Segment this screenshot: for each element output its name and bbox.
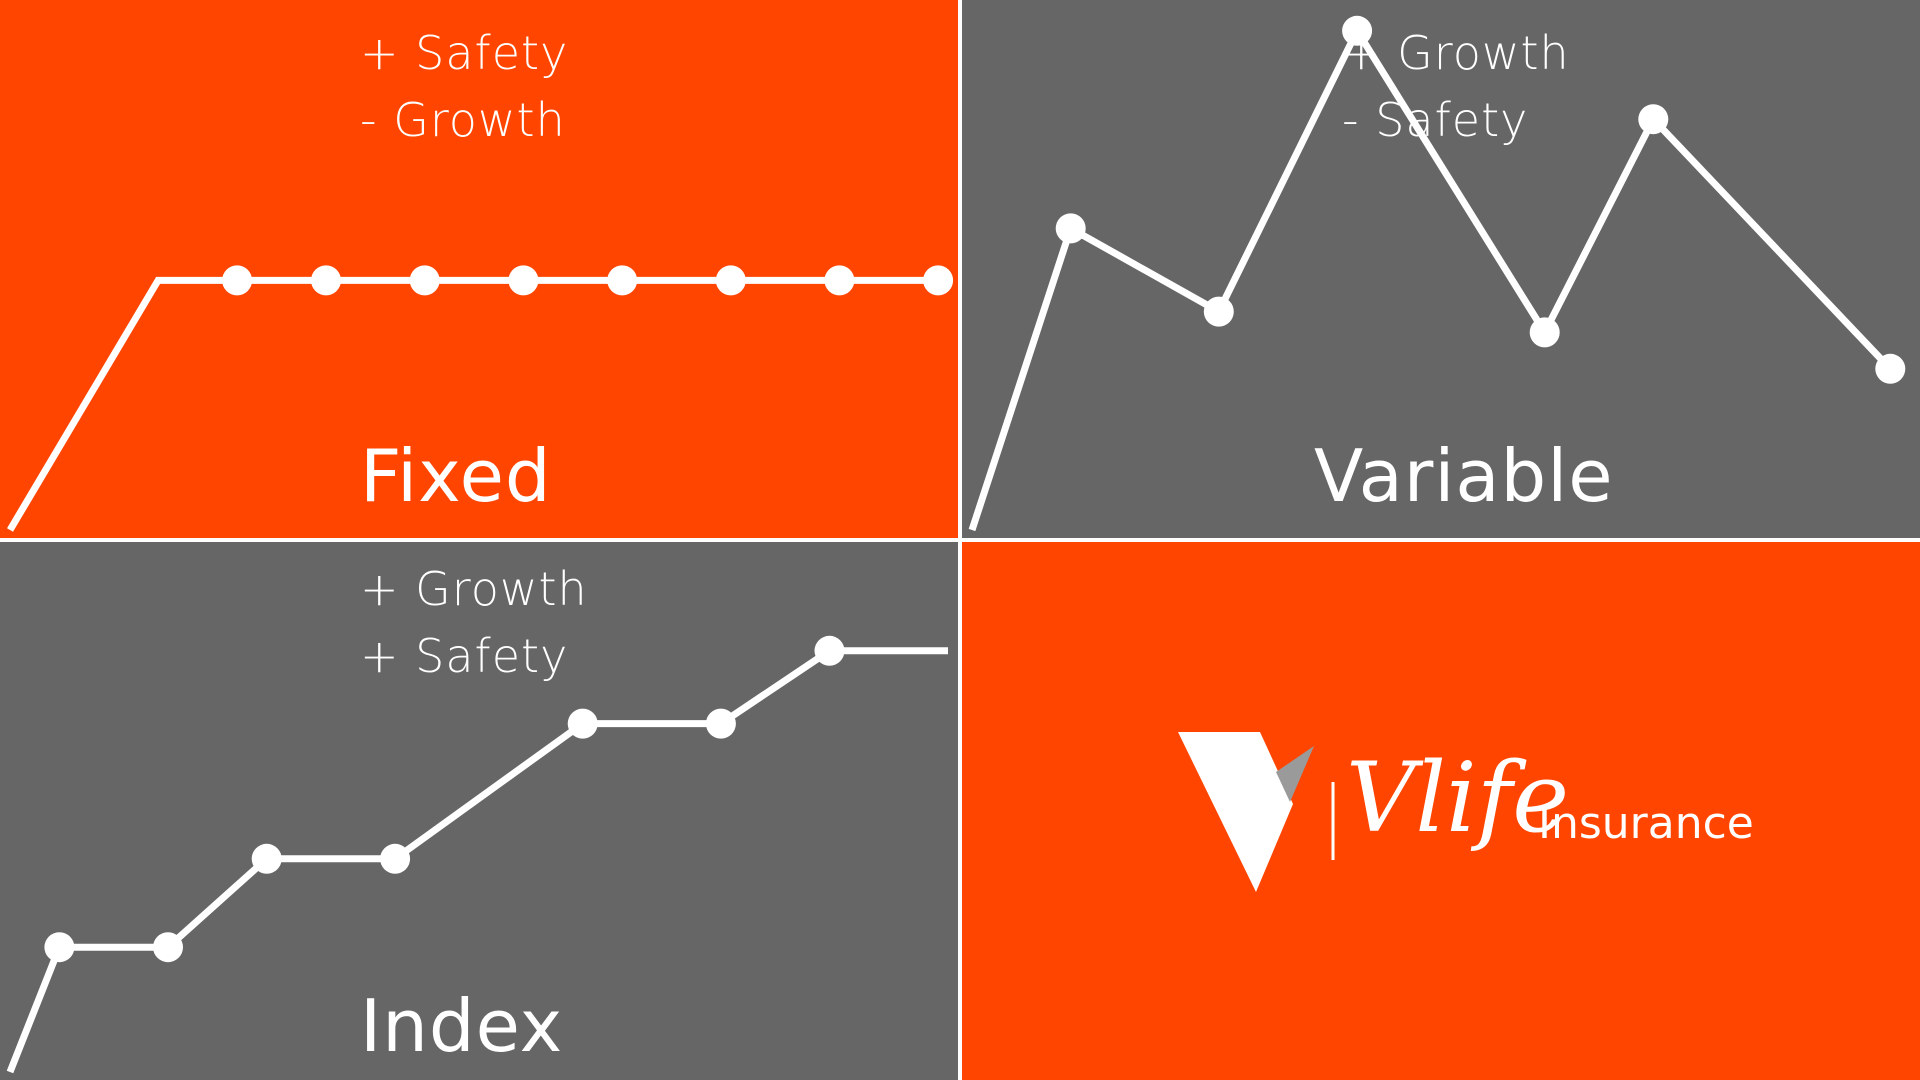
variable-data-point — [1529, 317, 1560, 348]
variable-con: - Safety — [1342, 93, 1529, 147]
fixed-data-point — [409, 265, 440, 296]
index-data-point — [153, 932, 183, 963]
index-data-point — [251, 843, 282, 874]
variable-data-point — [1055, 213, 1086, 244]
variable-data-point — [1638, 104, 1669, 135]
vlife-logo: Vlife Insurance — [1178, 732, 1754, 902]
index-data-point — [814, 635, 845, 666]
chart-index: + Growth + Safety Index — [0, 542, 958, 1080]
v-shield-icon — [1178, 732, 1335, 892]
index-data-point — [380, 843, 411, 874]
variable-data-point — [1203, 296, 1234, 327]
index-pro-growth: + Growth — [360, 562, 588, 616]
fixed-data-point — [715, 265, 746, 296]
brand-panel: Vlife Insurance — [962, 542, 1920, 1080]
logo-insurance-text: Insurance — [1538, 798, 1754, 849]
fixed-pros-cons: + Safety - Growth — [360, 20, 568, 154]
variable-line-chart — [968, 15, 1906, 532]
index-data-point — [44, 932, 75, 963]
chart-variable: + Growth - Safety Variable — [962, 0, 1920, 538]
fixed-data-point — [824, 265, 855, 296]
fixed-series-line — [6, 276, 939, 532]
fixed-data-point — [311, 265, 341, 296]
fixed-con: - Growth — [360, 93, 566, 147]
fixed-data-point — [607, 265, 638, 296]
index-pro-safety: + Safety — [360, 629, 569, 683]
variable-data-point — [1875, 353, 1906, 384]
chart-fixed: + Safety - Growth Fixed — [0, 0, 958, 538]
fixed-title: Fixed — [360, 434, 552, 518]
variable-pro: + Growth — [1342, 26, 1570, 80]
index-title: Index — [360, 984, 564, 1068]
variable-data-point — [1342, 15, 1373, 46]
index-pros-cons: + Growth + Safety — [360, 556, 588, 690]
fixed-data-point — [508, 265, 539, 296]
fixed-pro: + Safety — [360, 26, 569, 80]
logo-wordmark: Vlife — [1346, 742, 1570, 854]
index-line-chart — [6, 635, 948, 1074]
variable-title: Variable — [1314, 434, 1614, 518]
fixed-data-point — [923, 265, 954, 296]
index-data-point — [705, 708, 736, 739]
variable-pros-cons: + Growth - Safety — [1342, 20, 1570, 154]
index-data-point — [567, 708, 598, 739]
fixed-data-point — [222, 265, 253, 296]
fixed-line-chart — [6, 265, 954, 532]
